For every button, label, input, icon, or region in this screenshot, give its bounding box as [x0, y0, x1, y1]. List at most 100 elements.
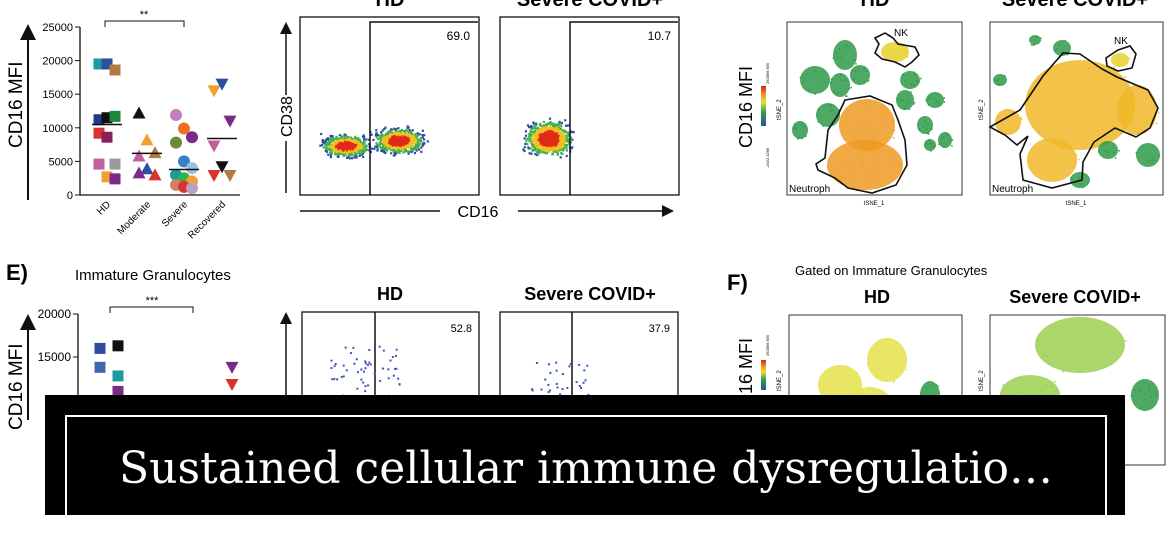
flow-event — [570, 147, 573, 150]
tsne-event — [951, 145, 953, 147]
flow-event — [544, 152, 547, 155]
tsne-event — [852, 166, 854, 169]
tsne-event — [943, 101, 946, 103]
flow-event — [410, 142, 414, 145]
flow-event — [545, 124, 548, 127]
flow-event — [536, 150, 539, 154]
flow-event — [551, 143, 554, 146]
flow-event — [353, 149, 357, 153]
flow-event — [537, 148, 540, 151]
flow-event — [343, 133, 346, 136]
data-point-circle — [170, 109, 182, 122]
flow-event — [583, 369, 586, 372]
data-point-circle — [186, 131, 198, 144]
flow-event — [524, 134, 528, 137]
flow-event — [396, 133, 399, 136]
tsne-event — [1062, 128, 1064, 130]
gate-label-neutroph: Neutroph — [992, 184, 1033, 195]
tsne-cluster — [995, 109, 1021, 135]
flow-event — [398, 130, 401, 133]
panel-e-scatter: E) Immature Granulocytes *** CD16 MFI 20… — [6, 260, 679, 453]
tsne-event — [1012, 119, 1014, 122]
flow-event — [384, 148, 387, 151]
flow-event — [560, 148, 563, 152]
tsne-event — [1135, 152, 1138, 154]
tsne-event — [889, 151, 891, 154]
y-tick-label: 20000 — [42, 56, 73, 68]
flow-event — [421, 144, 424, 147]
flow-event — [335, 135, 338, 139]
flow-event — [529, 147, 532, 150]
flow-event — [586, 364, 589, 367]
flow-event — [330, 145, 333, 148]
flow-event — [394, 354, 397, 357]
flow-event — [411, 143, 414, 146]
flow-event — [393, 132, 396, 135]
flow-event — [398, 144, 401, 147]
tsne-event — [1062, 370, 1064, 373]
tsne-event — [1051, 365, 1054, 368]
flow-event — [533, 146, 536, 149]
flow-event — [327, 153, 330, 156]
flow-event — [566, 131, 569, 134]
flow-event — [421, 129, 424, 132]
tsne-event — [1110, 363, 1113, 366]
flow-event — [337, 139, 341, 142]
flow-event — [560, 125, 563, 128]
tsne-event — [935, 100, 937, 103]
tsne-event — [933, 384, 936, 387]
tsne-cluster — [1027, 138, 1077, 182]
flow-event — [570, 130, 573, 134]
flow-event — [568, 365, 571, 368]
flow-event — [398, 138, 401, 141]
flow-event — [565, 154, 568, 158]
flow-event — [386, 135, 389, 138]
tsne-cluster — [850, 65, 870, 85]
flow-event — [352, 142, 355, 146]
flow-event — [352, 138, 356, 141]
flow-event — [549, 145, 552, 148]
gate-value-severe: 37.9 — [649, 323, 670, 335]
data-point-square — [101, 171, 113, 183]
flow-event — [423, 134, 426, 137]
flow-event — [560, 121, 564, 125]
tsne-event — [908, 108, 911, 110]
tsne-cluster — [1053, 40, 1071, 56]
flow-event — [542, 150, 545, 153]
flow-event — [366, 363, 369, 366]
flow-event — [527, 146, 530, 149]
flow-event — [381, 147, 384, 150]
flow-event — [561, 143, 564, 146]
flow-event — [338, 137, 342, 140]
tsne-event — [1153, 159, 1155, 162]
flow-event — [552, 141, 555, 144]
flow-event — [421, 136, 424, 139]
tsne-event — [871, 180, 874, 182]
flow-event — [523, 146, 526, 149]
flow-event — [338, 144, 341, 147]
tsne-event — [887, 44, 889, 46]
flow-event — [338, 134, 341, 137]
flow-event — [535, 362, 538, 365]
flow-event — [542, 120, 546, 124]
flow-event — [382, 136, 385, 139]
tsne-event — [1084, 346, 1087, 348]
flow-event — [531, 138, 534, 141]
flow-event — [537, 142, 541, 145]
tsne-event — [1024, 103, 1027, 106]
flow-event — [550, 140, 553, 144]
data-point-square — [109, 173, 121, 185]
flow-event — [349, 150, 352, 154]
flow-event — [544, 134, 547, 137]
flow-title-severe: Severe COVID+ — [517, 0, 663, 11]
flow-event — [370, 133, 373, 136]
flow-event — [349, 139, 353, 142]
flow-event — [378, 345, 381, 348]
flow-event — [420, 150, 423, 153]
flow-event — [545, 150, 548, 153]
flow-event — [337, 147, 340, 150]
tsne-event — [1157, 155, 1160, 157]
tsne-event — [903, 366, 905, 369]
flow-event — [394, 144, 397, 147]
gate-value-hd: 69.0 — [447, 29, 471, 43]
